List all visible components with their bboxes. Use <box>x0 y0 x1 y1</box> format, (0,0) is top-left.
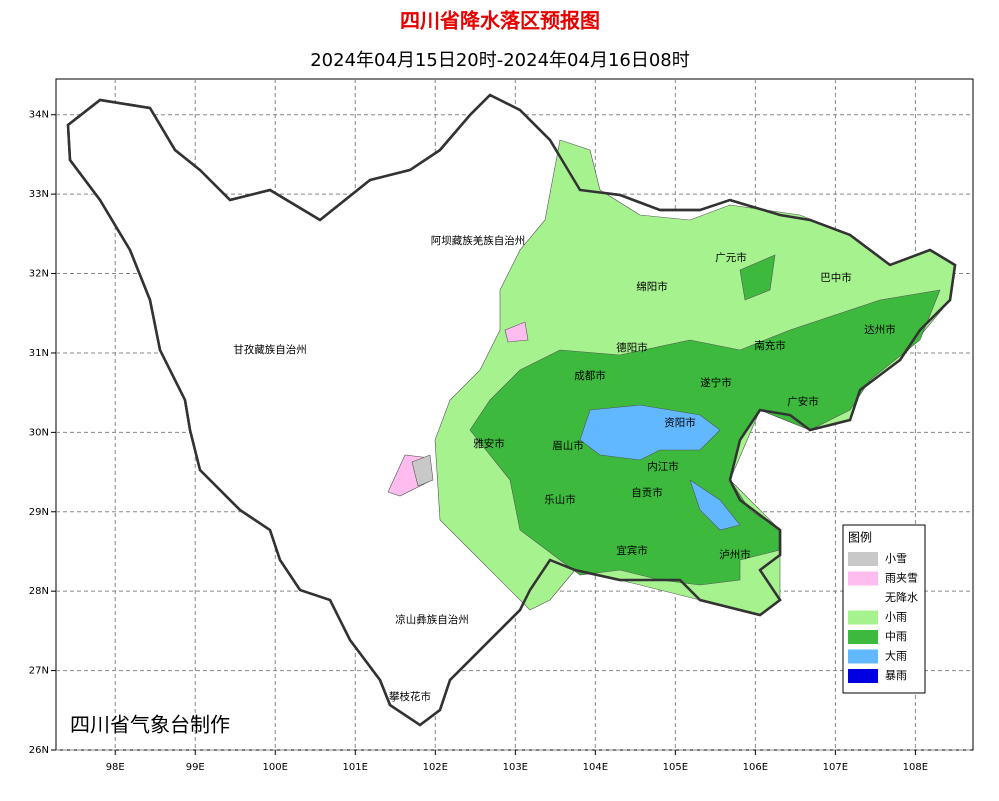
place-label: 自贡市 <box>631 486 663 499</box>
place-label: 泸州市 <box>719 548 751 561</box>
place-label: 眉山市 <box>552 439 584 452</box>
lon-tick-label: 98E <box>106 762 125 773</box>
rain-zone <box>504 321 529 343</box>
place-label: 资阳市 <box>664 416 696 429</box>
legend-swatch <box>848 610 878 625</box>
lat-tick-label: 33N <box>29 189 49 200</box>
legend-label: 小雨 <box>885 611 907 624</box>
lon-tick-label: 100E <box>263 762 288 773</box>
legend-label: 暴雨 <box>885 669 907 682</box>
place-label: 达州市 <box>864 323 896 336</box>
lon-tick-label: 102E <box>423 762 448 773</box>
legend-swatch <box>848 571 878 586</box>
place-label: 广元市 <box>715 251 747 264</box>
legend-box <box>842 524 926 694</box>
lat-tick-label: 34N <box>29 110 49 121</box>
lon-tick-label: 104E <box>583 762 608 773</box>
province-outline-top <box>66 93 957 727</box>
lat-tick-label: 29N <box>29 507 49 518</box>
legend-title: 图例 <box>848 531 872 545</box>
lon-tick-label: 107E <box>823 762 848 773</box>
lat-tick-label: 31N <box>29 348 49 359</box>
lat-tick-label: 32N <box>29 269 49 280</box>
place-label: 乐山市 <box>544 493 576 506</box>
place-label: 宜宾市 <box>616 544 648 557</box>
rain-zone <box>689 479 741 531</box>
place-label: 攀枝花市 <box>389 690 431 703</box>
rain-zone <box>739 254 776 301</box>
lat-tick-label: 27N <box>29 666 49 677</box>
legend-swatch <box>847 590 879 606</box>
place-label: 凉山彝族自治州 <box>395 613 469 626</box>
subtitle: 2024年04月15日20时-2024年04月16日08时 <box>310 50 690 71</box>
place-label: 甘孜藏族自治州 <box>233 343 307 356</box>
legend-label: 中雨 <box>885 630 907 643</box>
legend-swatch <box>848 552 878 566</box>
legend-swatch <box>848 669 878 683</box>
lon-tick-label: 103E <box>503 762 528 773</box>
legend-label: 小雪 <box>885 552 907 565</box>
rain-zone <box>411 454 434 487</box>
lon-tick-label: 106E <box>743 762 768 773</box>
legend-swatch <box>848 630 878 644</box>
legend-label: 无降水 <box>885 590 918 604</box>
lon-tick-label: 105E <box>663 762 688 773</box>
lat-tick-label: 28N <box>29 586 49 597</box>
rain-zones <box>66 93 957 727</box>
place-label: 绵阳市 <box>636 280 668 293</box>
place-label: 德阳市 <box>616 341 648 354</box>
credit: 四川省气象台制作 <box>70 713 230 737</box>
lat-tick-label: 30N <box>29 427 49 438</box>
place-label: 巴中市 <box>820 271 852 284</box>
place-label: 阿坝藏族羌族自治州 <box>431 234 526 247</box>
legend-swatch <box>848 649 878 664</box>
legend-label: 大雨 <box>885 649 907 663</box>
lat-tick-label: 26N <box>29 745 49 756</box>
place-label: 成都市 <box>574 369 606 382</box>
place-label: 内江市 <box>647 460 679 473</box>
lon-tick-label: 101E <box>343 762 368 773</box>
place-label: 遂宁市 <box>700 376 732 389</box>
title: 四川省降水落区预报图 <box>400 9 600 33</box>
lon-tick-label: 108E <box>903 762 928 773</box>
lon-tick-label: 99E <box>186 762 205 773</box>
rain-zone <box>579 404 721 461</box>
place-label: 南充市 <box>754 339 786 352</box>
place-label: 广安市 <box>787 395 819 408</box>
place-label: 雅安市 <box>473 437 505 450</box>
legend-label: 雨夹雪 <box>885 572 918 585</box>
